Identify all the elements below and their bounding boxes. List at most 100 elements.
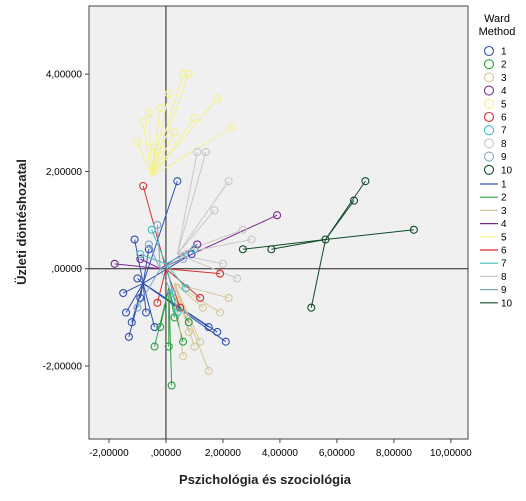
legend-label: 4	[501, 86, 507, 97]
legend-marker-8	[483, 138, 495, 149]
data-points	[110, 70, 418, 390]
cluster-1-point	[133, 274, 142, 283]
cluster-2-point	[164, 342, 173, 351]
cluster-8-line	[176, 180, 230, 255]
cluster-1-point	[136, 293, 145, 302]
cluster-8-line	[176, 210, 215, 255]
legend-label: 6	[501, 246, 507, 257]
cluster-8-point	[233, 274, 242, 283]
cluster-5-point	[164, 89, 173, 98]
legend-label: 2	[501, 60, 507, 71]
y-tick-label: ,00000	[51, 264, 82, 275]
cluster-2-point	[178, 337, 188, 346]
legend-label: 2	[501, 193, 507, 204]
cluster-2-point	[150, 342, 159, 351]
y-tick-label: -2,00000	[43, 362, 83, 373]
cluster-1-line	[125, 283, 144, 313]
cluster-3-point	[178, 352, 188, 361]
legend-label: 6	[501, 113, 507, 124]
legend-label: 1	[501, 180, 507, 191]
legend-label: 7	[501, 126, 507, 137]
legend-marker-9	[483, 151, 495, 162]
cluster-8-line	[177, 229, 244, 255]
legend-label: 1	[501, 47, 507, 58]
cluster-8-point	[210, 206, 219, 215]
cluster-9-line	[159, 268, 173, 294]
cluster-5-line	[142, 122, 153, 177]
cluster-8-line	[176, 151, 198, 255]
reference-lines	[89, 6, 468, 439]
legend-marker-2	[483, 59, 495, 70]
cluster-6-point	[139, 181, 148, 191]
cluster-7-line	[165, 263, 178, 313]
cluster-5-line	[151, 73, 184, 177]
cluster-4-point	[110, 259, 119, 268]
cluster-3-point	[216, 308, 225, 317]
cluster-3-point	[204, 366, 213, 375]
cluster-1-line	[142, 283, 147, 313]
cluster-1-line	[139, 283, 144, 299]
cluster-8-point	[224, 177, 233, 186]
cluster-1-line	[142, 180, 178, 284]
cluster-3-line	[174, 283, 190, 333]
legend-label: 9	[501, 152, 507, 163]
cluster-5-point	[139, 118, 148, 127]
legend-label: 8	[501, 139, 507, 150]
cluster-3-line	[174, 283, 210, 372]
cluster-6-point	[196, 293, 205, 302]
cluster-1-line	[131, 283, 144, 323]
cluster-1-point	[130, 235, 139, 244]
cluster-5-point	[170, 128, 179, 137]
cluster-9-point	[133, 303, 142, 312]
cluster-8-line	[177, 253, 238, 279]
legend-marker-7	[483, 125, 495, 136]
cluster-9-point	[153, 220, 162, 229]
x-tick-label: 2,00000	[205, 448, 242, 459]
cluster-5-line	[136, 142, 153, 177]
legend-title: Method	[479, 26, 516, 38]
legend-label: 10	[501, 165, 513, 176]
cluster-1-point	[173, 177, 182, 186]
x-tick-label: 8,00000	[376, 448, 413, 459]
cluster-6-point	[153, 298, 162, 307]
cluster-6-line	[165, 268, 201, 299]
cluster-1-point	[204, 323, 213, 332]
cluster-6-point	[216, 269, 225, 278]
legend-marker-10	[483, 164, 495, 175]
cluster-1-point	[127, 318, 136, 327]
cluster-2-point	[156, 323, 165, 332]
cluster-9-point	[167, 288, 176, 298]
cluster-5-line	[151, 132, 175, 177]
cluster-3-line	[174, 282, 204, 309]
cluster-1-point	[213, 327, 222, 337]
cluster-5-point	[178, 70, 188, 79]
cluster-5-line	[151, 117, 195, 177]
cluster-5-line	[151, 98, 218, 177]
cluster-7-point	[147, 225, 156, 234]
legend-marker-5	[483, 98, 495, 109]
cluster-7-line	[165, 263, 187, 289]
cluster-5-point	[190, 113, 199, 122]
cluster-5-line	[151, 73, 190, 177]
cluster-1-point	[150, 323, 159, 332]
legend-label: 3	[501, 206, 507, 217]
cluster-7-point	[190, 245, 199, 254]
cluster-10-line	[310, 239, 327, 308]
cluster-3-point	[190, 342, 199, 351]
cluster-8-line	[176, 151, 207, 255]
cluster-1-line	[142, 249, 150, 284]
cluster-8-point	[247, 235, 256, 244]
legend-marker-6	[483, 111, 495, 123]
cluster-9-line	[160, 258, 184, 270]
legend-label: 4	[501, 219, 507, 230]
cluster-5-point	[213, 94, 222, 103]
cluster-8-point	[238, 225, 247, 234]
cluster-1-point	[119, 288, 128, 298]
legend-marker-4	[483, 85, 495, 96]
cluster-10-line	[325, 229, 414, 241]
y-axis-title: Üzleti döntéshozatal	[14, 159, 29, 285]
cluster-7-point	[136, 250, 145, 259]
cluster-1-point	[121, 308, 131, 317]
